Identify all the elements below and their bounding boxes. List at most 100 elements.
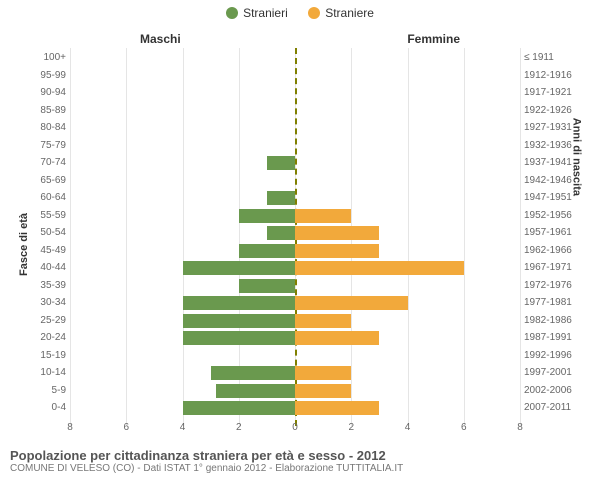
legend-female: Straniere [308, 6, 374, 20]
header-female: Femmine [407, 32, 460, 46]
age-label: 70-74 [16, 157, 66, 168]
age-row [70, 85, 520, 103]
bar-male [239, 244, 295, 258]
age-row [70, 225, 520, 243]
bar-male [239, 279, 295, 293]
bar-female [295, 209, 351, 223]
age-label: 35-39 [16, 280, 66, 291]
bar-male [183, 296, 296, 310]
legend-male-swatch [226, 7, 238, 19]
bar-male [267, 156, 295, 170]
birth-label: 1972-1976 [524, 280, 589, 291]
age-label: 95-99 [16, 70, 66, 81]
bar-female [295, 314, 351, 328]
age-label: 60-64 [16, 192, 66, 203]
birth-label: 1997-2001 [524, 367, 589, 378]
age-row [70, 383, 520, 401]
x-tick: 0 [292, 422, 298, 433]
bar-male [211, 366, 295, 380]
bar-female [295, 261, 464, 275]
age-label: 75-79 [16, 140, 66, 151]
chart-subtitle: COMUNE DI VELESO (CO) - Dati ISTAT 1° ge… [10, 463, 590, 474]
age-row [70, 103, 520, 121]
birth-label: 1947-1951 [524, 192, 589, 203]
age-row [70, 260, 520, 278]
birth-label: 1937-1941 [524, 157, 589, 168]
legend-male: Stranieri [226, 6, 288, 20]
bar-male [239, 209, 295, 223]
birth-label: 1957-1961 [524, 227, 589, 238]
legend-male-label: Stranieri [243, 6, 288, 20]
bar-female [295, 226, 379, 240]
age-row [70, 68, 520, 86]
age-row [70, 208, 520, 226]
age-label: 50-54 [16, 227, 66, 238]
bar-female [295, 296, 408, 310]
age-row [70, 348, 520, 366]
legend-female-swatch [308, 7, 320, 19]
bar-female [295, 366, 351, 380]
age-label: 25-29 [16, 315, 66, 326]
age-label: 65-69 [16, 175, 66, 186]
legend-female-label: Straniere [325, 6, 374, 20]
age-label: 5-9 [16, 385, 66, 396]
age-row [70, 190, 520, 208]
bar-male [267, 191, 295, 205]
age-label: 40-44 [16, 262, 66, 273]
birth-label: 1952-1956 [524, 210, 589, 221]
age-row [70, 313, 520, 331]
birth-label: 1912-1916 [524, 70, 589, 81]
birth-label: 1917-1921 [524, 87, 589, 98]
age-row [70, 243, 520, 261]
bar-male [183, 314, 296, 328]
age-label: 45-49 [16, 245, 66, 256]
x-tick: 6 [123, 422, 129, 433]
age-label: 55-59 [16, 210, 66, 221]
birth-label: 1987-1991 [524, 332, 589, 343]
age-row [70, 295, 520, 313]
age-label: 10-14 [16, 367, 66, 378]
birth-label: 1982-1986 [524, 315, 589, 326]
age-row [70, 50, 520, 68]
birth-label: 1927-1931 [524, 122, 589, 133]
x-tick: 6 [461, 422, 467, 433]
birth-label: 2002-2006 [524, 385, 589, 396]
legend: Stranieri Straniere [0, 0, 600, 26]
bar-female [295, 331, 379, 345]
birth-label: 1962-1966 [524, 245, 589, 256]
header-male: Maschi [140, 32, 181, 46]
age-row [70, 365, 520, 383]
birth-label: 1932-1936 [524, 140, 589, 151]
x-tick: 8 [517, 422, 523, 433]
birth-label: 1977-1981 [524, 297, 589, 308]
age-row [70, 173, 520, 191]
age-row [70, 138, 520, 156]
age-row [70, 155, 520, 173]
bar-male [267, 226, 295, 240]
x-tick: 2 [236, 422, 242, 433]
bar-female [295, 384, 351, 398]
birth-label: 1992-1996 [524, 350, 589, 361]
grid-line [520, 48, 521, 426]
bar-female [295, 244, 379, 258]
x-tick: 4 [180, 422, 186, 433]
birth-label: ≤ 1911 [524, 52, 589, 63]
x-tick: 2 [348, 422, 354, 433]
chart-title: Popolazione per cittadinanza straniera p… [10, 448, 590, 463]
age-label: 20-24 [16, 332, 66, 343]
bar-male [183, 331, 296, 345]
birth-label: 1922-1926 [524, 105, 589, 116]
birth-label: 1967-1971 [524, 262, 589, 273]
age-label: 100+ [16, 52, 66, 63]
plot-area: 100+≤ 191195-991912-191690-941917-192185… [70, 48, 520, 446]
age-row [70, 120, 520, 138]
age-row [70, 278, 520, 296]
age-label: 85-89 [16, 105, 66, 116]
birth-label: 2007-2011 [524, 402, 589, 413]
bar-female [295, 401, 379, 415]
birth-label: 1942-1946 [524, 175, 589, 186]
bar-male [183, 401, 296, 415]
x-tick: 8 [67, 422, 73, 433]
age-label: 80-84 [16, 122, 66, 133]
age-row [70, 330, 520, 348]
